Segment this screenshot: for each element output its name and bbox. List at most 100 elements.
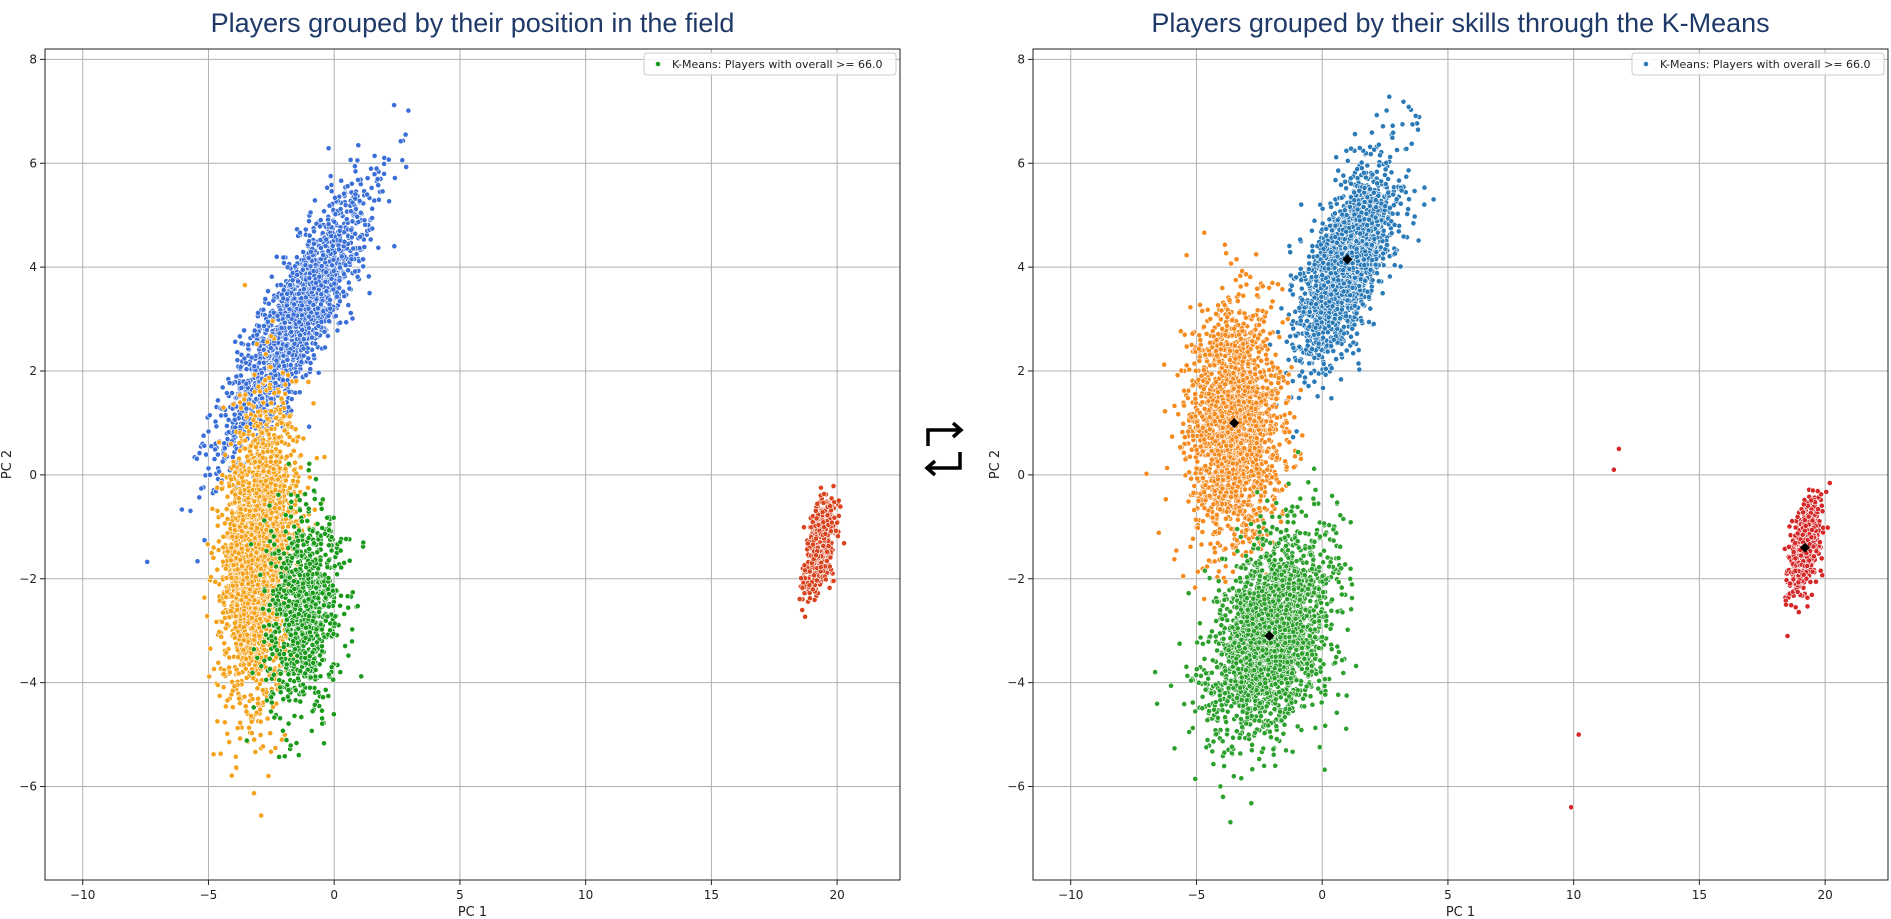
data-point: [246, 519, 253, 526]
data-point: [277, 582, 283, 588]
data-point: [296, 691, 303, 698]
data-point: [270, 485, 277, 492]
data-point: [260, 592, 267, 598]
data-point: [248, 460, 254, 466]
data-point: [242, 533, 249, 539]
data-point: [325, 305, 332, 312]
data-point: [271, 330, 278, 336]
data-point: [220, 451, 227, 457]
data-point: [280, 313, 286, 319]
data-point: [309, 581, 316, 587]
data-point: [256, 566, 263, 573]
data-point: [219, 619, 226, 625]
data-point: [327, 173, 334, 179]
data-point: [331, 313, 338, 320]
data-point: [341, 274, 347, 280]
data-point: [282, 354, 289, 360]
data-point: [270, 297, 277, 304]
data-point: [275, 568, 282, 574]
data-point: [234, 553, 240, 560]
data-point: [240, 431, 247, 438]
data-point: [305, 243, 312, 249]
data-point: [272, 712, 279, 718]
data-point: [251, 365, 257, 372]
data-point: [284, 668, 291, 674]
data-point: [253, 547, 260, 554]
data-point: [256, 606, 263, 613]
data-point: [311, 272, 318, 279]
data-point: [233, 542, 240, 548]
data-point: [242, 552, 249, 559]
data-point: [261, 466, 268, 473]
data-point: [258, 609, 265, 616]
data-point: [255, 501, 262, 507]
data-point: [250, 616, 257, 622]
data-point: [247, 570, 254, 577]
data-point: [229, 514, 236, 520]
data-point: [248, 576, 255, 582]
data-point: [255, 506, 262, 513]
data-point: [225, 591, 232, 597]
data-point: [302, 306, 309, 313]
data-point: [270, 396, 277, 403]
data-point: [282, 595, 289, 602]
data-point: [256, 606, 263, 612]
data-point: [258, 553, 265, 560]
data-point: [263, 607, 269, 614]
data-point: [244, 520, 250, 526]
data-point: [280, 405, 287, 412]
data-point: [261, 479, 268, 486]
data-point: [319, 231, 326, 238]
data-point: [226, 480, 233, 487]
data-point: [212, 418, 219, 425]
data-point: [201, 537, 208, 544]
data-point: [303, 310, 310, 317]
data-point: [283, 609, 290, 615]
data-point: [296, 563, 302, 569]
data-point: [280, 400, 287, 406]
data-point: [247, 524, 253, 531]
data-point: [259, 456, 266, 463]
data-point: [285, 603, 292, 609]
data-point: [286, 505, 293, 512]
data-point: [274, 352, 281, 359]
data-point: [332, 554, 339, 560]
data-point: [262, 539, 269, 545]
data-point: [269, 632, 276, 638]
data-point: [285, 287, 292, 294]
data-point: [358, 232, 365, 238]
data-point: [276, 505, 282, 512]
data-point: [303, 303, 309, 309]
data-point: [269, 412, 275, 419]
data-point: [259, 382, 266, 388]
data-point: [277, 689, 284, 696]
data-point: [269, 505, 276, 512]
data-point: [272, 473, 279, 480]
data-point: [261, 354, 268, 361]
data-point: [246, 580, 253, 587]
data-point: [330, 661, 337, 668]
data-point: [245, 470, 252, 477]
data-point: [242, 536, 248, 543]
data-point: [315, 272, 322, 279]
data-point: [266, 502, 272, 508]
data-point: [336, 193, 343, 200]
data-point: [232, 630, 239, 637]
data-point: [299, 293, 306, 300]
data-point: [353, 188, 359, 195]
data-point: [273, 352, 280, 359]
data-point: [264, 632, 271, 639]
data-point: [287, 511, 293, 517]
data-point: [253, 491, 260, 498]
data-point: [307, 285, 314, 292]
data-point: [354, 193, 361, 199]
data-point: [281, 602, 288, 609]
data-point: [347, 208, 354, 215]
data-point: [328, 542, 335, 549]
data-point: [309, 589, 316, 596]
data-point: [235, 593, 242, 600]
data-point: [272, 458, 279, 465]
data-point: [325, 271, 332, 278]
data-point: [300, 317, 307, 323]
data-point: [243, 497, 249, 503]
